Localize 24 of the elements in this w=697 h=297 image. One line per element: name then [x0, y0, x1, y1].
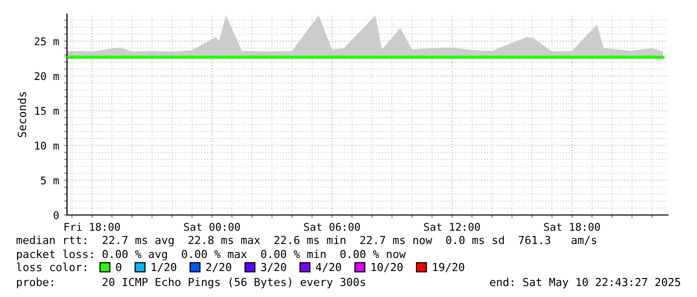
x-tick-label: Sat 12:00 — [424, 222, 480, 231]
text: median rtt: 22.7 ms avg 22.8 ms max 22.6 ms min 22.7 ms now 0.0 ms sd 761.3 am/s — [16, 236, 596, 246]
y-tick-label: 20 m — [34, 72, 59, 80]
text: packet loss: 0.00 % avg 0.00 % max 0.00 % min 0.00 % now — [17, 250, 406, 260]
legend-label: 2/20 — [206, 262, 232, 272]
legend-label: 3/20 — [261, 262, 286, 272]
x-tick-label: Sat 18:00 — [544, 222, 600, 231]
legend-title: loss color: — [16, 262, 86, 272]
y-tick-label: 0 — [54, 211, 59, 220]
legend-label: 19/20 — [433, 262, 464, 272]
x-tick-label: Fri 18:00 — [64, 222, 120, 231]
y-tick-label: 25 m — [34, 37, 59, 46]
legend-label: 0 — [116, 262, 122, 272]
y-tick-label: 5 m — [41, 176, 59, 184]
legend-label: 4/20 — [316, 262, 342, 272]
y-tick-label: 10 m — [35, 142, 59, 150]
x-tick-label: Sat 00:00 — [184, 222, 240, 231]
y-tick-label: 15 m — [35, 107, 59, 115]
text: end: Sat May 10 22:43:27 2025 — [490, 278, 680, 288]
x-tick-label: Sat 06:00 — [304, 222, 360, 231]
text: probe: 20 ICMP Echo Pings (56 Bytes) every 300s — [17, 278, 366, 288]
legend-label: 10/20 — [372, 262, 403, 272]
legend-label: 1/20 — [152, 262, 176, 272]
y-axis-title: Seconds — [18, 92, 26, 138]
